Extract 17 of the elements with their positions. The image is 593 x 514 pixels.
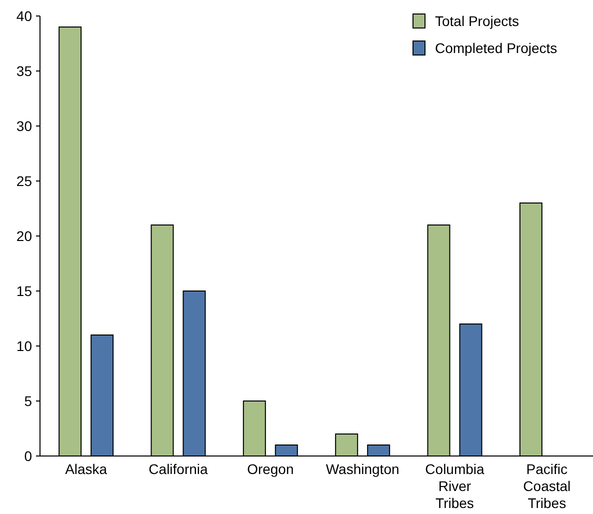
x-tick-label: Oregon [247,461,294,477]
x-tick-label: Washington [326,461,400,477]
y-tick-label: 30 [16,118,32,134]
x-tick-label: Columbia River Tribes [425,461,485,511]
x-tick-label: Alaska [65,461,108,477]
y-tick-label: 5 [24,392,32,409]
y-tick-label: 15 [16,282,32,299]
y-tick-label: 0 [24,448,32,464]
y-tick-label: 35 [16,62,32,79]
legend-label: Completed Projects [435,40,558,56]
y-tick-label: 25 [16,172,32,189]
x-tick-label: California [148,461,208,477]
y-tick-label: 40 [16,8,32,24]
x-tick-label: Pacific Coastal Tribes [523,461,571,511]
y-tick-label: 10 [16,338,32,354]
y-tick-label: 20 [16,228,32,244]
legend-label: Total Projects [435,12,520,29]
